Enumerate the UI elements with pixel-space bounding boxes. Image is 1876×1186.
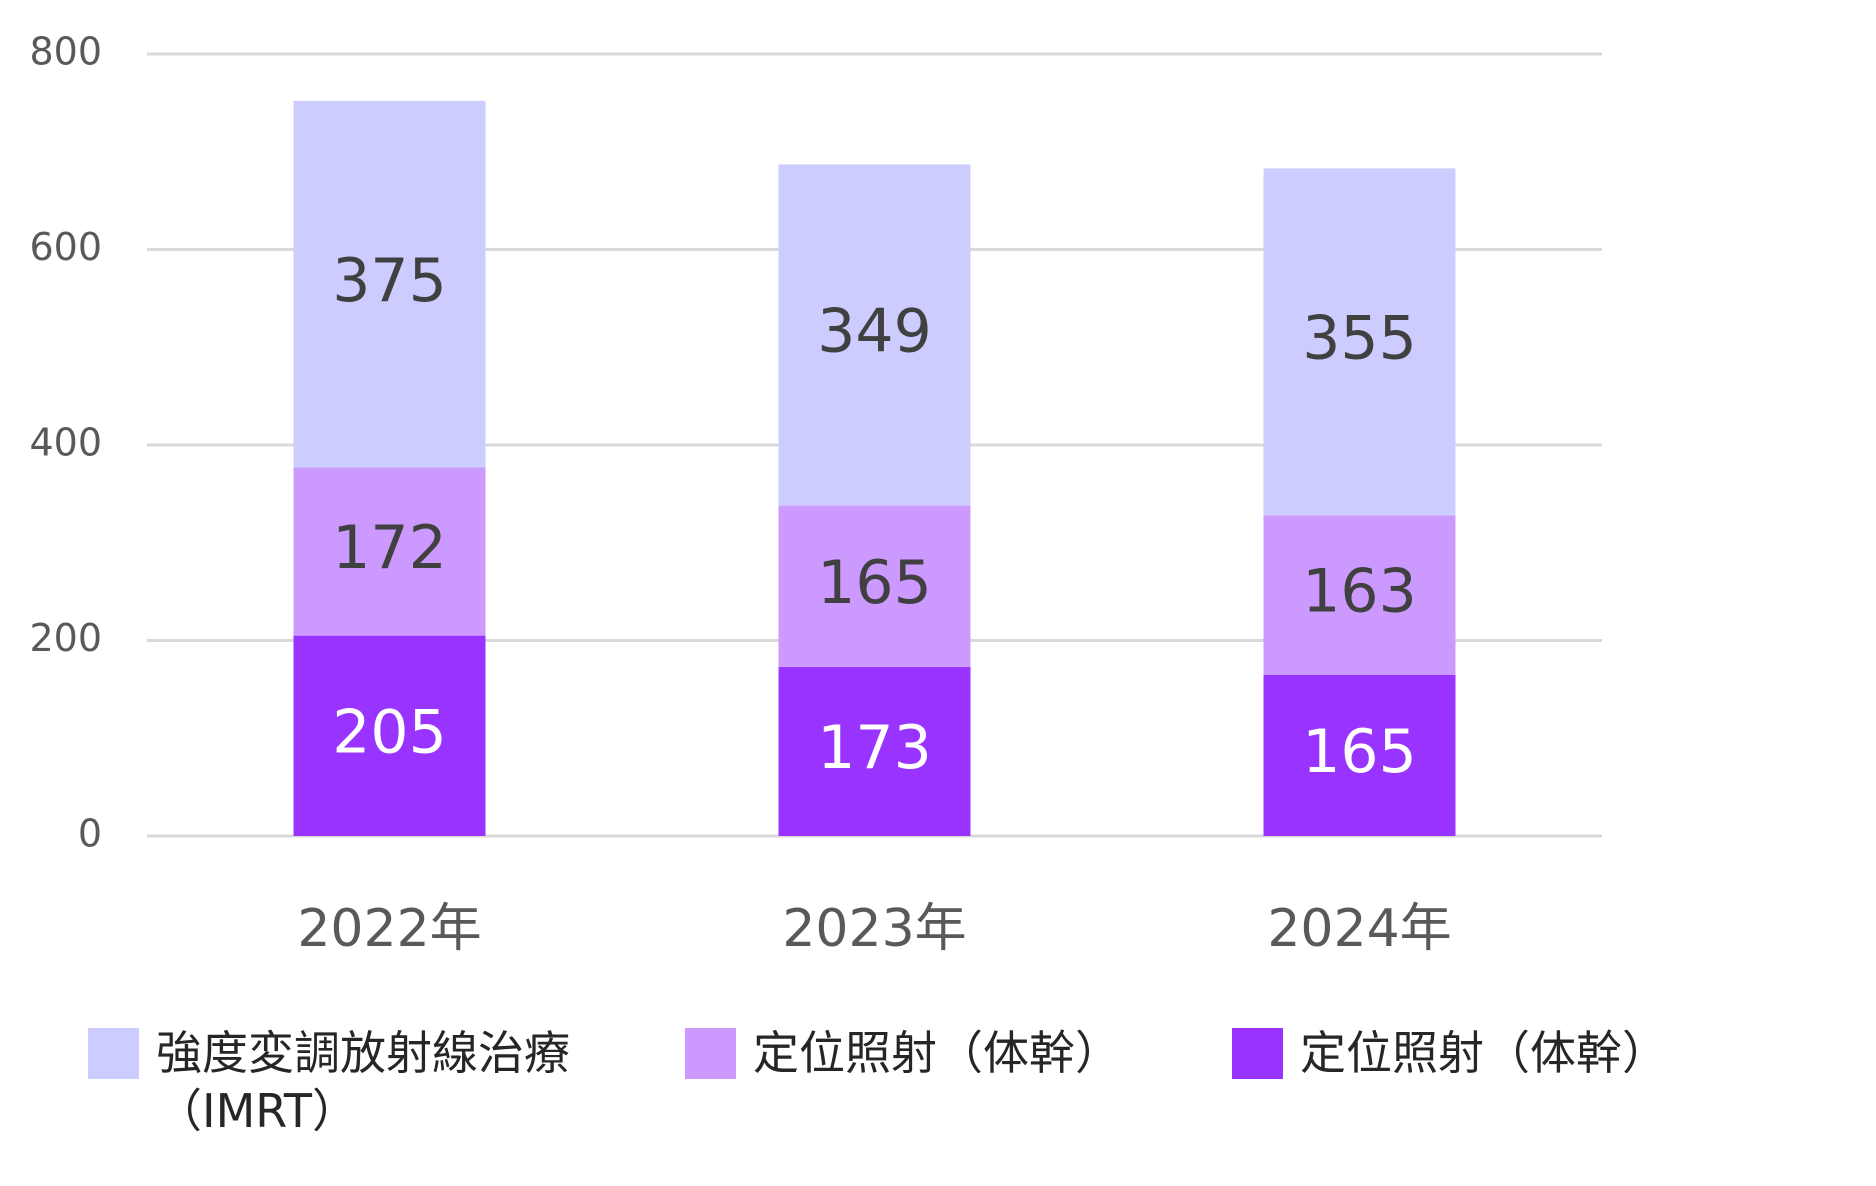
x-tick-label: 2023年	[782, 899, 966, 959]
plot: 0 200 400 600 800 2022年 205 172 375 2023年 173 165 34…	[29, 30, 1602, 959]
data-label: 172	[332, 513, 447, 583]
y-tick-label: 0	[78, 812, 102, 856]
legend-label: 強度変調放射線治療（IMRT）	[156, 1026, 570, 1138]
data-label: 205	[332, 697, 447, 767]
legend-swatch	[685, 1028, 736, 1079]
legend-item: 強度変調放射線治療（IMRT）	[88, 1026, 626, 1140]
y-tick-label: 200	[29, 616, 102, 660]
data-label: 163	[1302, 557, 1417, 627]
data-label: 355	[1302, 303, 1417, 373]
legend-swatch	[1232, 1028, 1283, 1079]
bar-segment	[293, 467, 486, 636]
bar-segment	[778, 505, 971, 667]
bar-segment	[293, 100, 486, 468]
legend-label: 定位照射（体幹）	[753, 1026, 1121, 1080]
data-label: 173	[817, 713, 932, 783]
x-tick-label: 2024年	[1267, 899, 1451, 959]
legend-item: 定位照射（体幹）	[1232, 1026, 1740, 1082]
legend-item: 定位照射（体幹）	[685, 1026, 1193, 1082]
y-tick-label: 800	[29, 30, 102, 74]
bar-segment	[778, 164, 971, 506]
bar-segment	[1263, 515, 1456, 675]
bar-segment	[293, 635, 486, 836]
bar-segment	[778, 666, 971, 836]
legend-swatch	[88, 1028, 139, 1079]
legend-label: 定位照射（体幹）	[1300, 1026, 1668, 1080]
y-tick-label: 600	[29, 225, 102, 269]
data-label: 375	[332, 246, 447, 316]
y-tick-label: 400	[29, 421, 102, 465]
data-label: 165	[1302, 717, 1417, 787]
data-label: 165	[817, 548, 932, 618]
x-tick-label: 2022年	[297, 899, 481, 959]
bar-segment	[1263, 674, 1456, 836]
bar-segment	[1263, 168, 1456, 516]
data-label: 349	[817, 297, 932, 367]
